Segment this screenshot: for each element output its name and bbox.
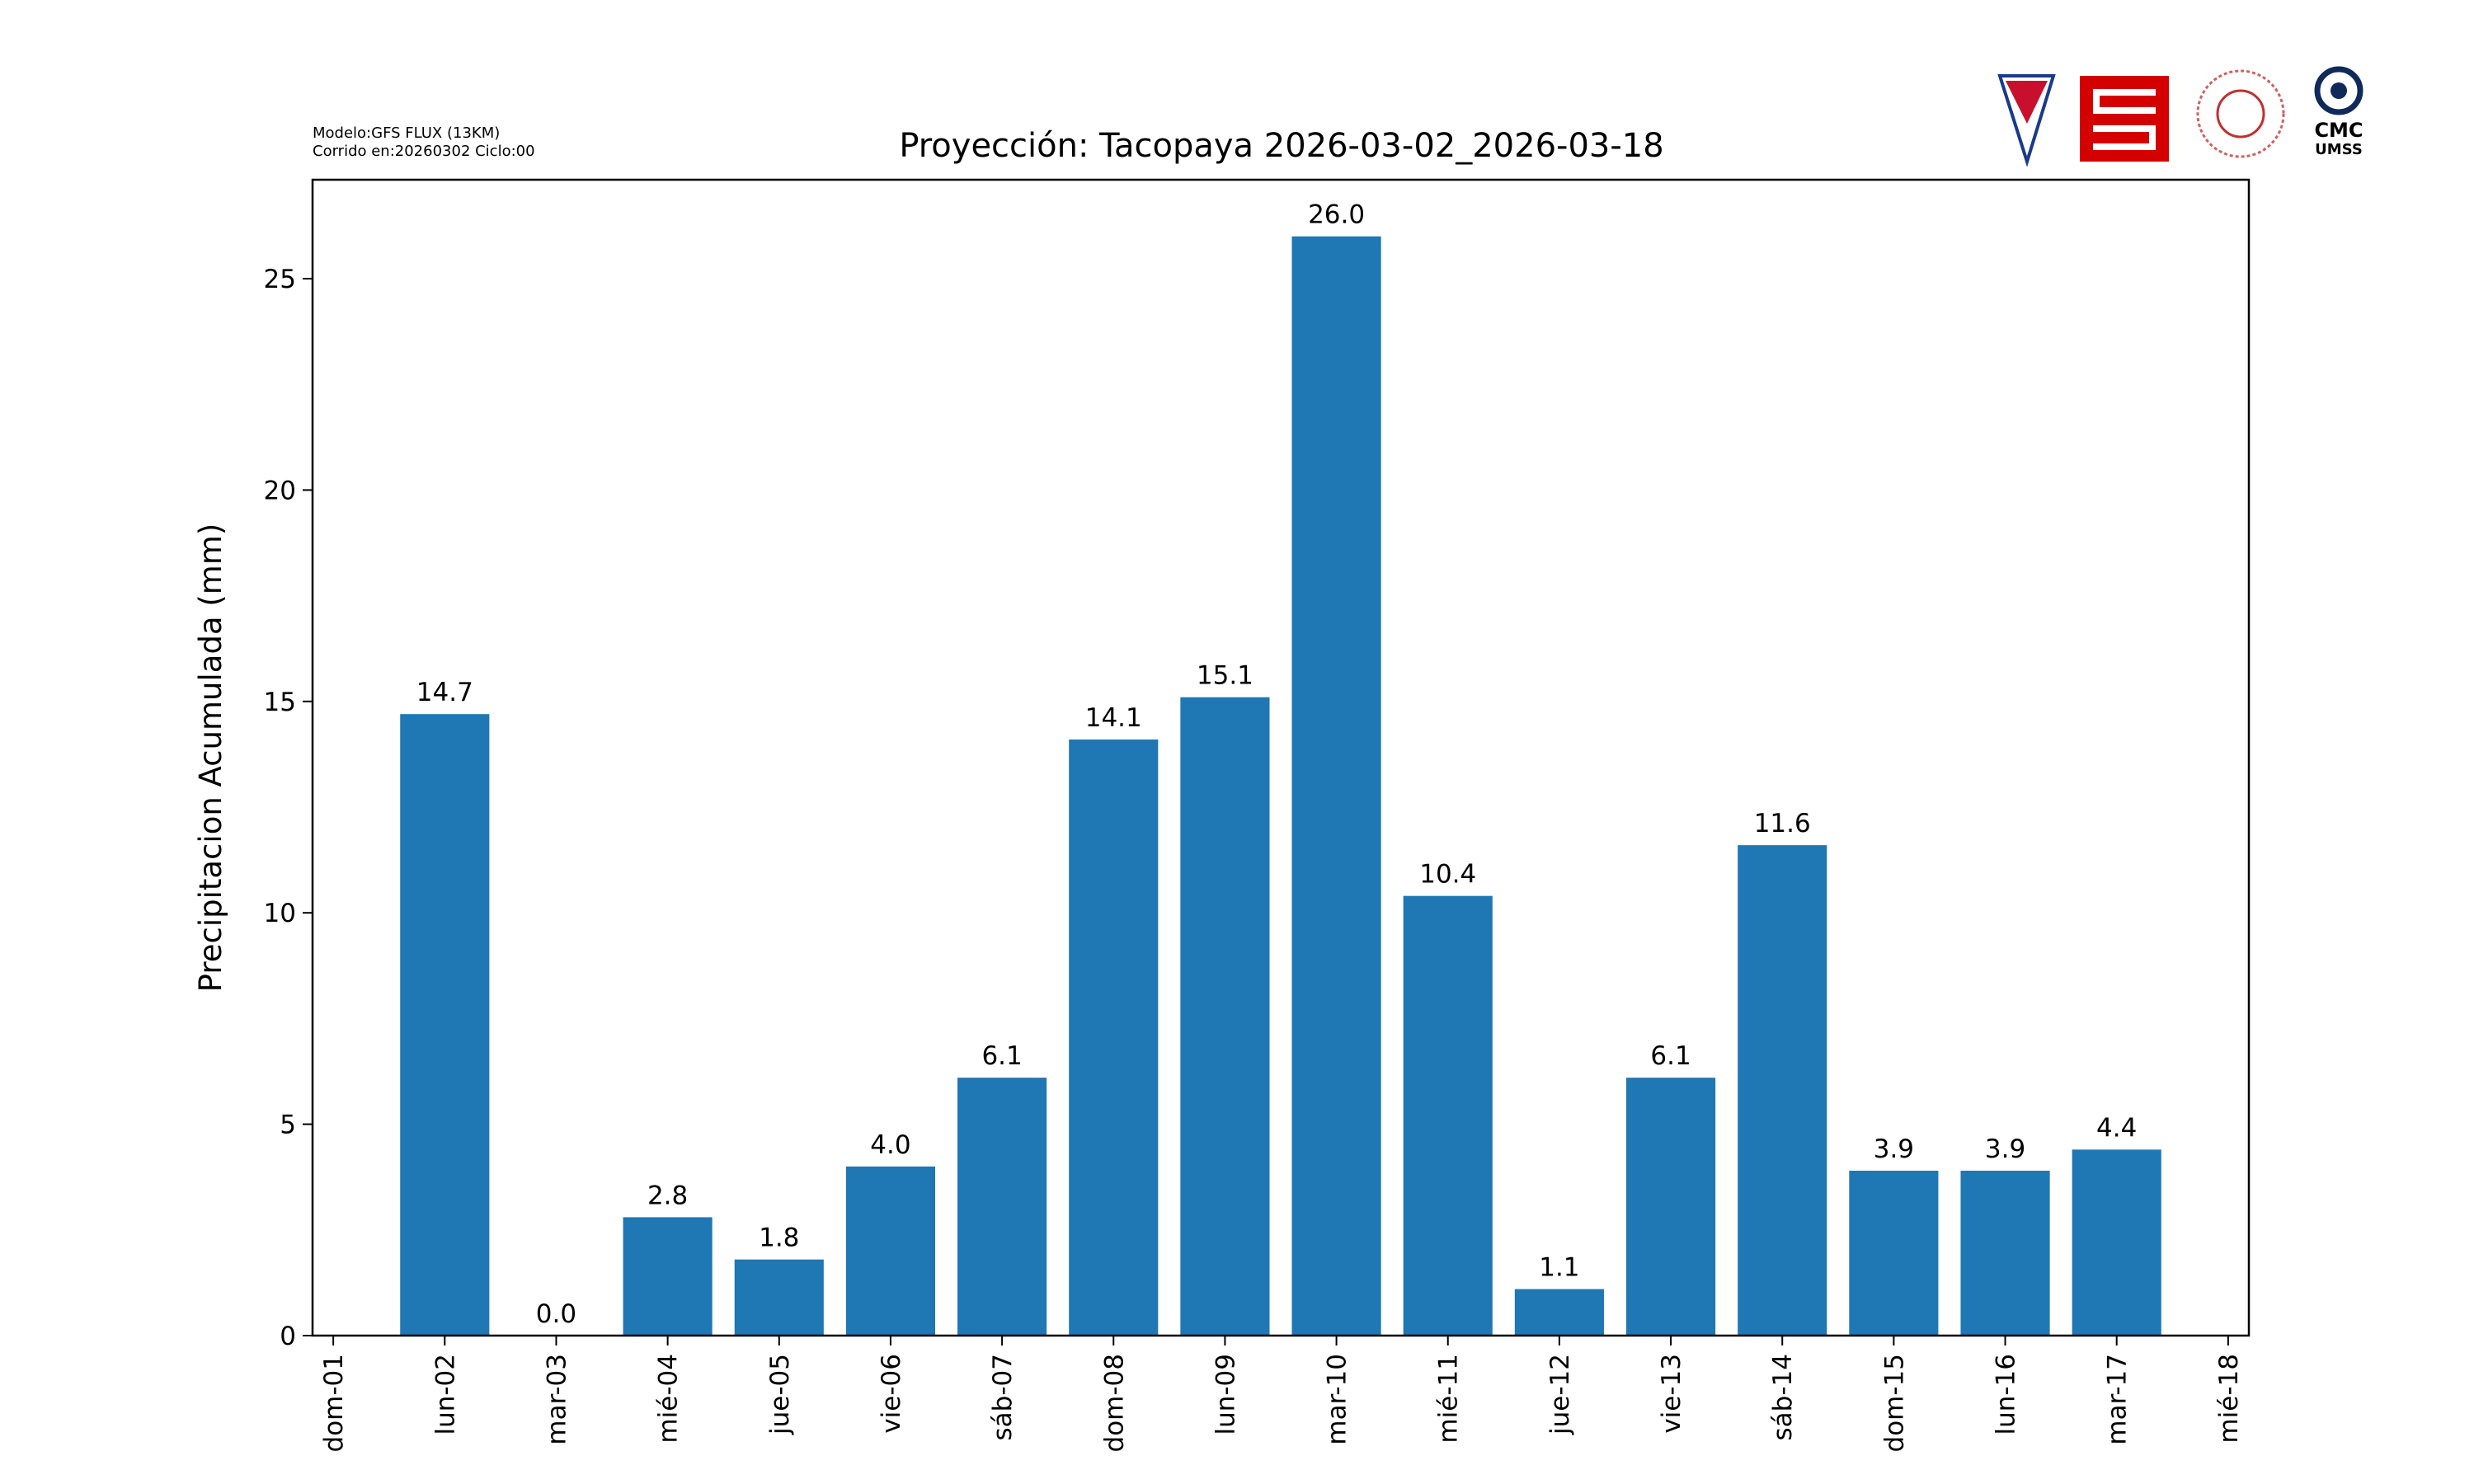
- chart-title: Proyección: Tacopaya 2026-03-02_2026-03-…: [899, 127, 1663, 165]
- logo-cmc: [2314, 66, 2363, 115]
- y-tick-label: 5: [280, 1111, 296, 1140]
- x-tick-label: dom-01: [319, 1354, 349, 1452]
- logo-fisica: [2196, 69, 2285, 158]
- plot-frame: [311, 178, 2251, 1337]
- bar: [845, 1166, 936, 1336]
- x-tick-label: lun-02: [430, 1354, 460, 1435]
- x-tick-label: jue-05: [765, 1354, 795, 1435]
- x-tick-label: mar-03: [542, 1354, 571, 1445]
- bar: [1514, 1289, 1604, 1336]
- x-tick-label: dom-08: [1099, 1354, 1129, 1452]
- value-label: 26.0: [1308, 200, 1365, 230]
- y-axis-label: Precipitacion Acumulada (mm): [193, 524, 228, 993]
- x-tick-label: lun-09: [1211, 1354, 1240, 1435]
- bar: [1291, 236, 1381, 1336]
- y-tick-label: 25: [264, 265, 296, 294]
- x-tick-label: sáb-14: [1768, 1354, 1798, 1440]
- logo-fisica: [2216, 89, 2265, 139]
- x-tick-label: vie-06: [877, 1354, 906, 1434]
- y-tick-label: 0: [280, 1322, 296, 1351]
- value-label: 3.9: [1874, 1134, 1914, 1164]
- bar: [1403, 895, 1493, 1336]
- bar: [400, 714, 490, 1336]
- x-tick-label: mar-17: [2103, 1354, 2133, 1445]
- value-label: 4.4: [2096, 1113, 2137, 1143]
- logo-cmc: [2331, 82, 2347, 99]
- value-label: 15.1: [1197, 661, 1253, 691]
- model-note: Modelo:GFS FLUX (13KM): [313, 124, 500, 142]
- value-label: 0.0: [536, 1299, 576, 1329]
- value-label: 1.1: [1539, 1253, 1579, 1283]
- value-label: 6.1: [1650, 1041, 1691, 1071]
- logos: CMC UMSS: [1997, 66, 2363, 167]
- value-label: 10.4: [1419, 860, 1476, 890]
- y-tick-label: 15: [264, 688, 296, 717]
- value-label: 11.6: [1754, 809, 1811, 838]
- logo-umss: [2006, 81, 2048, 124]
- x-tick-label: jue-12: [1545, 1354, 1575, 1435]
- value-label: 2.8: [647, 1181, 688, 1210]
- value-label: 6.1: [981, 1041, 1022, 1071]
- x-tick-label: mar-10: [1323, 1354, 1352, 1445]
- logo-fcyt: [2080, 76, 2169, 162]
- y-tick-label: 10: [264, 899, 296, 928]
- x-tick-label: sáb-07: [988, 1354, 1018, 1440]
- value-label: 14.7: [416, 678, 473, 707]
- logo-text: UMSS: [2315, 141, 2363, 158]
- bar: [1069, 739, 1159, 1336]
- bar: [2072, 1149, 2161, 1336]
- value-label: 14.1: [1085, 703, 1142, 733]
- x-tick-label: lun-16: [1992, 1354, 2021, 1435]
- bar: [1960, 1171, 2050, 1336]
- bar: [957, 1078, 1047, 1336]
- x-tick-label: mié-18: [2214, 1354, 2244, 1444]
- bar: [623, 1217, 713, 1336]
- x-tick-label: mié-04: [654, 1354, 684, 1444]
- value-label: 4.0: [870, 1130, 910, 1160]
- bar: [1849, 1171, 1939, 1336]
- logo-text: CMC: [2314, 119, 2363, 142]
- y-tick-label: 20: [264, 476, 296, 505]
- x-tick-label: mié-11: [1434, 1354, 1464, 1444]
- bar: [1738, 845, 1827, 1336]
- model-note: Corrido en:20260302 Ciclo:00: [313, 143, 535, 160]
- bar: [1625, 1078, 1716, 1336]
- value-label: 3.9: [1985, 1134, 2025, 1164]
- x-tick-label: vie-13: [1657, 1354, 1686, 1434]
- x-tick-label: dom-15: [1879, 1354, 1909, 1452]
- bar: [1180, 697, 1270, 1336]
- bar: [734, 1259, 824, 1336]
- value-label: 1.8: [759, 1223, 799, 1253]
